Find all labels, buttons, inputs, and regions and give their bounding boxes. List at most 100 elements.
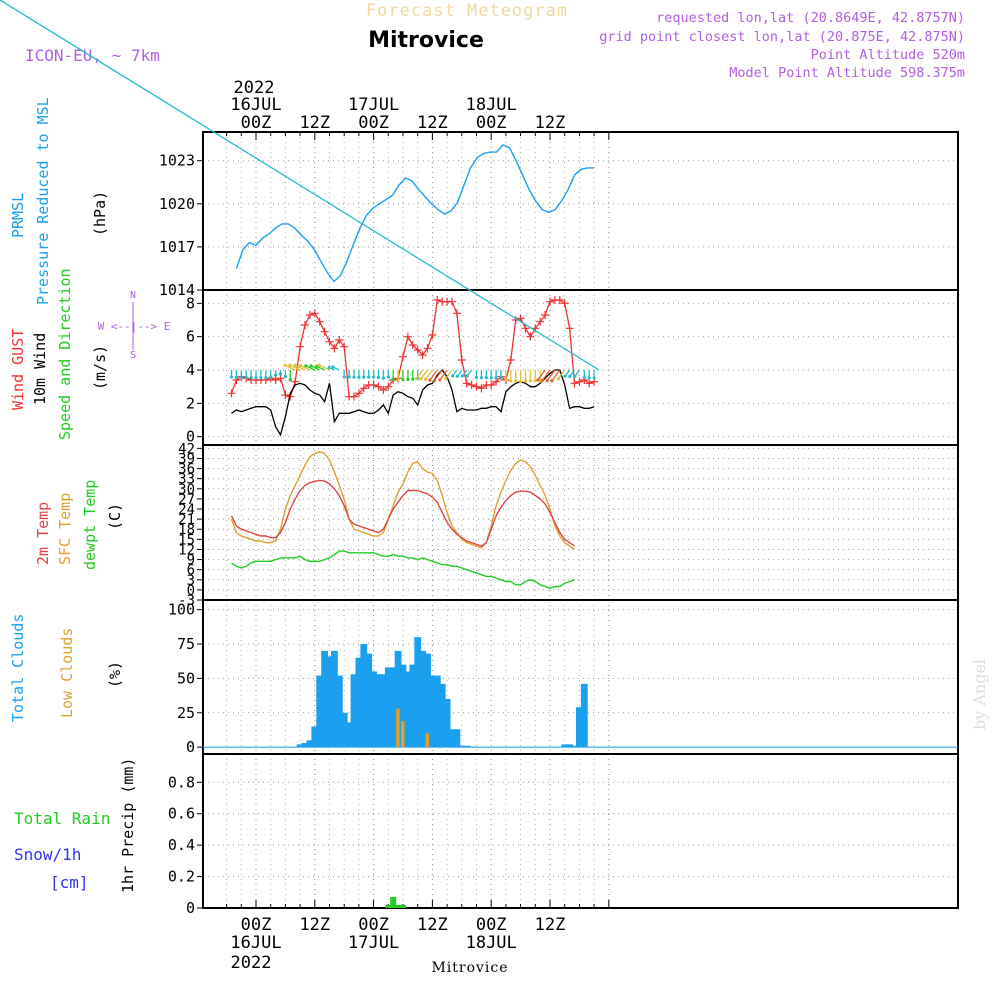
top-tick-label: 12Z [417, 113, 448, 133]
wind-dir-head [396, 378, 400, 382]
footer-location: Mitrovice [431, 960, 508, 976]
low-cloud-bar [396, 708, 401, 748]
gust-marker [536, 317, 545, 326]
gust-marker [560, 299, 569, 308]
gust-marker [305, 311, 314, 319]
total-cloud-bar [389, 667, 397, 748]
gust-marker [340, 342, 349, 351]
temp-2m-label: 2m Temp [34, 502, 52, 565]
total-cloud-bar [399, 664, 407, 748]
bottom-tick-label: 12Z [535, 915, 566, 935]
total-cloud-bar [345, 722, 353, 748]
wind-dir-head [315, 364, 319, 368]
wind-dir-head [367, 375, 371, 379]
gust-marker [467, 381, 476, 389]
y-tick-label: 30 [178, 482, 195, 498]
total-cloud-bar [429, 675, 436, 748]
wind-dir-head [465, 374, 469, 378]
clouds-low-label: Low Clouds [58, 628, 76, 718]
wind-dir-head [414, 376, 419, 380]
wind-dir-arrow [294, 364, 306, 371]
y-tick-label: 0 [186, 899, 195, 917]
wind-compass-we: W <--|--> E [98, 320, 171, 333]
gust-marker [546, 297, 554, 306]
gust-marker [575, 377, 584, 386]
y-tick-label: 0.8 [168, 773, 195, 791]
y-tick-label: 50 [177, 669, 195, 687]
gust-marker [369, 381, 378, 389]
wind-dir-head [376, 375, 381, 380]
y-tick-label: 1017 [159, 238, 195, 256]
total-cloud-bar [316, 675, 324, 748]
wind-unit: (m/s) [91, 345, 109, 390]
y-tick-label: 21 [178, 512, 195, 528]
gust-marker [281, 391, 290, 399]
precip-rain-label: Total Rain [14, 809, 110, 828]
wind-dir-head [411, 377, 415, 381]
gust-marker [359, 384, 368, 393]
wind-dir-arrow [416, 369, 424, 379]
y-tick-label: 24 [178, 502, 195, 518]
wind-dir-head [424, 377, 428, 381]
wind-dir-head [523, 379, 528, 383]
wind-dir-arrow [433, 369, 443, 382]
total-cloud-bar [335, 675, 343, 748]
wind-dir-head [455, 374, 459, 378]
gust-marker [325, 337, 334, 346]
gust-marker [374, 382, 383, 391]
precip-snow-label: Snow/1h [14, 845, 81, 864]
y-tick-label: 100 [168, 601, 195, 619]
wind-dir-head [406, 377, 410, 381]
total-cloud-bar [296, 744, 304, 748]
gust-marker [452, 309, 461, 318]
gust-marker [320, 327, 329, 336]
y-tick-label: 33 [178, 472, 195, 488]
wind-dir-head [229, 375, 234, 379]
top-tick-label: 00Z [476, 113, 507, 133]
wind-dir-head [283, 374, 288, 379]
total-cloud-bar [566, 744, 573, 748]
gust-marker [521, 324, 530, 333]
pressure-label-desc: Pressure Reduced to MSL [34, 97, 52, 305]
total-cloud-bar [424, 653, 431, 748]
y-tick-label: 4 [186, 361, 195, 379]
wind-dir-head [357, 375, 361, 380]
y-tick-label: 2 [186, 394, 195, 412]
location-title: Mitrovice [368, 28, 484, 53]
total-cloud-bar [306, 740, 314, 748]
wind-dir-head [533, 379, 537, 383]
wind-dir-arrow [557, 369, 566, 380]
total-cloud-bar [438, 683, 446, 748]
wind-dir-head [432, 379, 437, 383]
wind-dir-arrow [425, 369, 433, 380]
wind-dir-arrow [284, 364, 296, 371]
total-cloud-bar [453, 729, 461, 748]
wind-dir-arrow [541, 369, 551, 381]
wind-dir-head [545, 379, 549, 383]
y-tick-label: 0 [187, 583, 195, 599]
wind-dir-arrow [551, 369, 561, 382]
wind-dir-head [264, 376, 268, 380]
wind-dir-head [460, 374, 464, 378]
wind-dir-head [352, 375, 356, 379]
wind-dir-head [317, 363, 321, 367]
wind-compass-s: S [130, 350, 136, 361]
gust-marker [384, 382, 393, 391]
top-date-label: 17JUL [348, 95, 399, 115]
wind-dir-head [304, 364, 308, 368]
y-tick-label: -3 [178, 593, 195, 609]
panel-frame [202, 753, 959, 909]
total-cloud-bar [384, 667, 392, 748]
wind-gust-label: Wind GUST [9, 329, 27, 410]
bottom-tick-label: 00Z [358, 915, 389, 935]
total-cloud-bar [331, 650, 338, 748]
bottom-tick-label: 12Z [299, 915, 330, 935]
gust-marker [457, 356, 466, 364]
gust-marker [413, 346, 422, 354]
total-cloud-bar [404, 671, 412, 748]
total-cloud-bar [580, 683, 588, 748]
wind-dir-head [244, 375, 248, 380]
pressure-line [235, 144, 595, 283]
top-tick-label: 00Z [358, 113, 389, 133]
